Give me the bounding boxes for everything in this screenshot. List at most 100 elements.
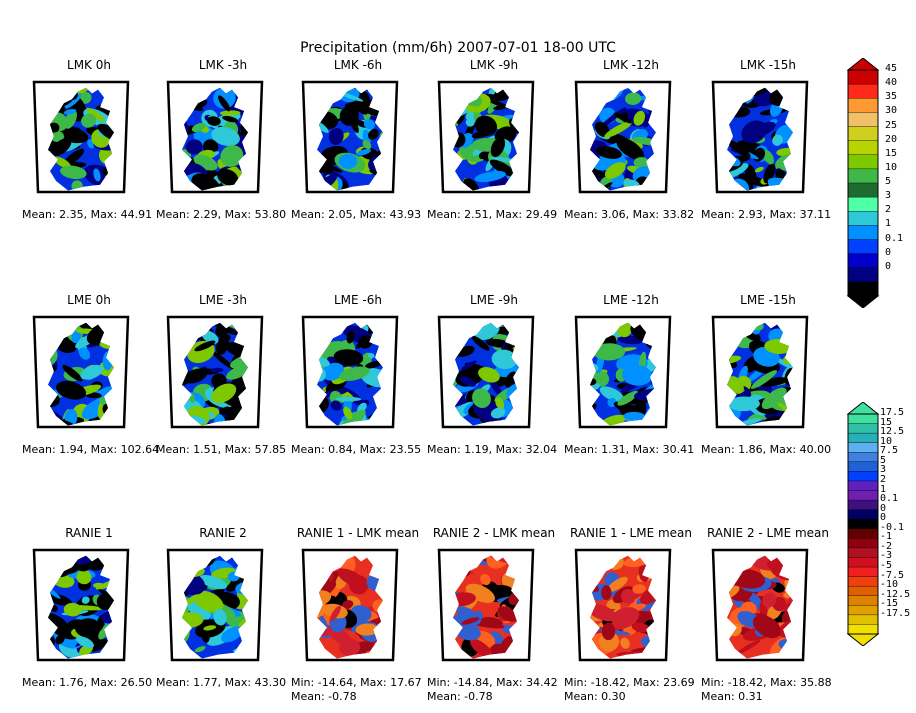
panel-map xyxy=(299,313,401,443)
colorbar-swatch xyxy=(847,442,879,453)
panel-map xyxy=(709,78,811,208)
colorbar-tick-label: 0 xyxy=(885,260,892,272)
panel-stats-line: Mean: 2.05, Max: 43.93 xyxy=(291,208,422,221)
colorbar-tick-label: 17.5 xyxy=(880,407,905,418)
colorbar-swatch xyxy=(847,154,879,170)
map-svg xyxy=(166,80,264,194)
panel-stats: Mean: 1.76, Max: 26.50 xyxy=(22,676,152,690)
panel-stats-line: Mean: 2.93, Max: 37.11 xyxy=(701,208,832,221)
colorbar-tick-label: 1 xyxy=(885,218,892,230)
colorbar-tick-label: 10 xyxy=(880,435,893,447)
colorbar-swatch xyxy=(847,452,879,463)
colorbar-swatch xyxy=(847,140,879,156)
panel-stats: Mean: 2.35, Max: 44.91 xyxy=(22,208,152,222)
panel-stats-line: Min: -14.84, Max: 34.42 xyxy=(427,676,558,689)
panel-map xyxy=(30,313,132,443)
panel-map xyxy=(30,546,132,676)
panel-title: LMK 0h xyxy=(67,58,111,72)
colorbar-tick-label: -7.5 xyxy=(880,569,905,581)
colorbar-swatch xyxy=(847,211,879,227)
panel-map xyxy=(572,546,674,676)
panel-stats: Mean: 2.51, Max: 29.49 xyxy=(427,208,557,222)
panel-stats: Mean: 1.19, Max: 32.04 xyxy=(427,443,557,457)
colorbar-tick-label: -10 xyxy=(880,579,899,591)
panel-stats-line: Mean: 1.94, Max: 102.64 xyxy=(22,443,160,456)
panel-stats: Mean: 1.77, Max: 43.30 xyxy=(156,676,286,690)
colorbar-swatch xyxy=(847,168,879,184)
panel-title: LME -15h xyxy=(740,293,796,307)
panel-stats-line: Min: -18.42, Max: 35.88 xyxy=(701,676,832,689)
panel-map xyxy=(435,313,537,443)
map-svg xyxy=(437,315,535,429)
colorbar-swatch xyxy=(847,432,879,444)
colorbar-swatch xyxy=(847,239,879,255)
colorbar-tick-label: 3 xyxy=(880,464,887,476)
colorbar-tick-label: 45 xyxy=(885,63,898,74)
panel-title: LME -9h xyxy=(469,293,518,307)
colorbar-tick-label: 40 xyxy=(885,77,898,89)
colorbar-tick-label: 1 xyxy=(880,483,887,495)
colorbar-tick-label: 15 xyxy=(880,416,893,428)
map-svg xyxy=(574,548,672,662)
colorbar-swatch xyxy=(847,605,879,616)
panel-stats-line: Mean: 0.84, Max: 23.55 xyxy=(291,443,422,456)
panel-stats-line: Mean: 1.86, Max: 40.00 xyxy=(701,443,832,456)
panel-title: LME -3h xyxy=(198,293,247,307)
colorbar-tick-label: -17.5 xyxy=(880,607,911,619)
panel-stats-mean: Mean: 0.31 xyxy=(701,690,763,703)
colorbar-swatch xyxy=(847,519,879,530)
panel-stats-mean: Mean: -0.78 xyxy=(291,690,357,703)
panel-title: RANIE 2 - LMK mean xyxy=(432,526,556,540)
panel-stats-line: Min: -18.42, Max: 23.69 xyxy=(564,676,695,689)
panel-map xyxy=(435,78,537,208)
colorbar-tick-label: 2 xyxy=(880,473,887,485)
panel-stats: Min: -18.42, Max: 35.88 Mean: 0.31 xyxy=(701,676,832,704)
colorbar-swatch xyxy=(847,281,879,297)
panel-title: LME -12h xyxy=(603,293,659,307)
panel-stats: Mean: 1.94, Max: 102.64 xyxy=(22,443,159,457)
colorbar-swatch xyxy=(847,112,879,128)
panel-stats: Mean: 2.05, Max: 43.93 xyxy=(291,208,421,222)
colorbar-tick-label: 20 xyxy=(885,133,898,145)
panel-map xyxy=(709,546,811,676)
colorbar-swatch xyxy=(847,528,879,540)
panel-title: LMK -15h xyxy=(740,58,796,72)
colorbar-tick-label: -0.1 xyxy=(880,521,905,533)
panel-title: LMK -9h xyxy=(469,58,519,72)
map-svg xyxy=(32,80,130,194)
colorbar-swatch xyxy=(847,499,879,511)
panel-stats: Min: -14.84, Max: 34.42 Mean: -0.78 xyxy=(427,676,558,704)
colorbar-swatch xyxy=(847,538,879,549)
map-svg xyxy=(32,315,130,429)
panel-stats: Mean: 1.86, Max: 40.00 xyxy=(701,443,831,457)
panel-title: RANIE 2 xyxy=(199,526,247,540)
colorbar-tick-label: 0 xyxy=(880,512,887,524)
panel-map xyxy=(709,313,811,443)
panel-map xyxy=(164,78,266,208)
panel-title: RANIE 1 - LME mean xyxy=(569,526,693,540)
colorbar-swatch xyxy=(847,69,879,85)
panel-map xyxy=(299,78,401,208)
colorbar-tick-label: 30 xyxy=(885,105,898,117)
colorbar-swatch xyxy=(847,182,879,198)
colorbar-tick-label: 35 xyxy=(885,91,898,103)
colorbar-tick-label: 0 xyxy=(880,502,887,514)
panel-stats: Min: -14.64, Max: 17.67 Mean: -0.78 xyxy=(291,676,422,704)
panel-stats: Mean: 1.31, Max: 30.41 xyxy=(564,443,694,457)
colorbar-tick-label: 0.1 xyxy=(885,232,904,244)
colorbar-tick-label: 7.5 xyxy=(880,445,899,457)
colorbar-swatch xyxy=(847,509,879,520)
panel-map xyxy=(299,546,401,676)
colorbar-swatch xyxy=(847,423,879,434)
panel-stats: Mean: 1.51, Max: 57.85 xyxy=(156,443,286,457)
colorbar-tick-label: 5 xyxy=(885,176,892,187)
colorbar-tick-label: 5 xyxy=(880,454,887,466)
map-svg xyxy=(301,315,399,429)
panel-title: LMK -12h xyxy=(603,58,659,72)
colorbar-swatch xyxy=(847,413,879,425)
colorbar-tick-label: 3 xyxy=(885,190,892,202)
colorbar-tick-label: 0 xyxy=(885,246,892,258)
colorbar-tick-label: -5 xyxy=(880,560,893,572)
colorbar-swatch xyxy=(847,98,879,114)
panel-stats-line: Mean: 2.51, Max: 29.49 xyxy=(427,208,558,221)
